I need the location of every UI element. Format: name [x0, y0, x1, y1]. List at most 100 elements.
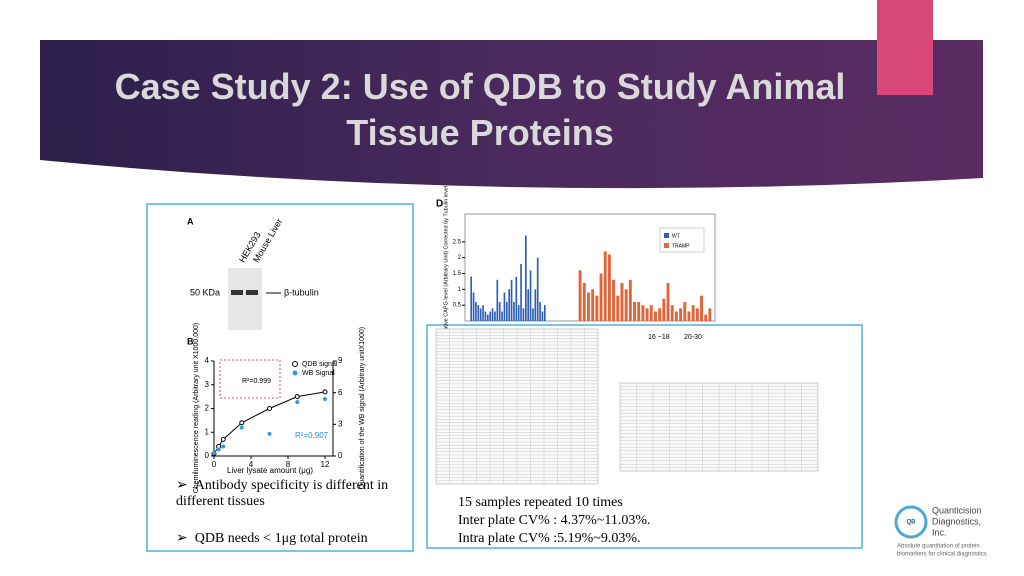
- y-tick-label: 0: [205, 451, 210, 460]
- bar: [704, 314, 708, 321]
- right-box: [426, 324, 863, 549]
- legend-marker: [292, 370, 298, 376]
- bar: [637, 302, 641, 321]
- x-axis-label: Liver lysate amount (μg): [227, 466, 313, 475]
- bar: [595, 295, 599, 321]
- bar: [470, 276, 473, 321]
- bar: [628, 279, 632, 321]
- y-tick-label: 1: [458, 287, 462, 293]
- qdb-point: [322, 389, 328, 395]
- panel-label: A: [187, 216, 194, 226]
- bar: [522, 308, 525, 321]
- bar: [517, 305, 520, 321]
- note: 15 samples repeated 10 times: [458, 495, 623, 510]
- bullet-text: QDB needs < 1μg total protein: [194, 531, 368, 546]
- wb-point: [323, 397, 327, 401]
- bar: [539, 302, 541, 321]
- legend-label: WB Signal: [302, 370, 335, 377]
- bar: [674, 311, 678, 321]
- blot-band: [246, 290, 258, 295]
- y-tick-label: 1.5: [453, 271, 462, 277]
- bar: [603, 251, 607, 321]
- bar: [683, 302, 687, 321]
- plot-frame: [464, 213, 716, 322]
- wb-point: [216, 447, 221, 452]
- logo-name: Inc.: [932, 527, 947, 537]
- r2-label: R²=0.999: [242, 378, 271, 385]
- age-label: 16 ~18: [648, 334, 670, 341]
- y-axis-label: Relative CAPG level (Arbitrary Unit) Cor…: [443, 186, 449, 338]
- bar: [484, 311, 487, 321]
- y2-tick-label: 6: [338, 388, 343, 397]
- wb-point: [239, 425, 244, 430]
- y-tick-label: 2: [205, 404, 210, 413]
- band-label: β-tubulin: [284, 287, 319, 297]
- bar: [520, 264, 522, 321]
- y-tick-label: 0.5: [453, 303, 462, 309]
- bar: [494, 311, 496, 321]
- bar: [527, 289, 530, 321]
- bar: [515, 276, 518, 321]
- blot: [228, 268, 262, 330]
- bar: [695, 308, 699, 321]
- logo-name: Diagnostics,: [932, 516, 981, 526]
- bar: [477, 305, 480, 321]
- r2-label: R²=0.907: [295, 431, 329, 440]
- bar: [591, 289, 595, 321]
- title-banner: [40, 40, 983, 189]
- left-box: [146, 203, 414, 552]
- age-label: 20-30: [684, 334, 702, 341]
- bar: [472, 292, 475, 321]
- bar: [536, 257, 539, 321]
- y-tick-label: 1: [205, 427, 210, 436]
- x-tick-label: 12: [321, 460, 330, 469]
- panel-label: B: [187, 336, 194, 346]
- qdb-point: [294, 394, 300, 400]
- bar: [616, 295, 620, 321]
- note: Inter plate CV% : 4.37%~11.03%.: [458, 513, 651, 528]
- blot-band: [231, 290, 243, 295]
- bar: [510, 279, 513, 321]
- bar: [700, 295, 703, 321]
- logo-icon: [894, 505, 928, 539]
- wb-point: [267, 431, 272, 436]
- legend-swatch: [664, 243, 669, 248]
- y-tick-label: 4: [205, 356, 210, 365]
- bar: [541, 311, 544, 321]
- legend-marker: [292, 361, 298, 367]
- y-tick-label: 2.5: [453, 239, 462, 245]
- bar: [599, 273, 603, 321]
- bar: [496, 279, 499, 321]
- x-tick-label: 0: [212, 460, 217, 469]
- bar: [524, 235, 527, 321]
- legend-swatch: [664, 233, 669, 238]
- bar: [543, 305, 546, 321]
- bar: [503, 292, 506, 321]
- bar: [491, 308, 494, 321]
- bar: [475, 302, 477, 321]
- wb-point: [221, 444, 226, 449]
- y2-tick-label: 3: [338, 419, 343, 428]
- qdb-point: [220, 436, 226, 442]
- bar: [486, 314, 489, 321]
- qdb-point: [239, 420, 245, 426]
- bar: [582, 283, 586, 321]
- marker-label: 50 KDa: [190, 287, 220, 297]
- bar: [479, 308, 482, 321]
- logo-tagline: Absolute quantitation of protein: [897, 544, 980, 550]
- bar: [687, 311, 691, 321]
- bar: [649, 305, 653, 321]
- qdb-line: [213, 391, 326, 454]
- wb-point: [295, 400, 300, 405]
- bar: [501, 311, 503, 321]
- logo-name: Quanticision: [932, 505, 982, 515]
- legend-label: QDB signal: [302, 361, 338, 368]
- bar: [607, 254, 611, 321]
- inset: [219, 359, 281, 399]
- bar: [532, 308, 534, 321]
- bar: [578, 270, 582, 321]
- y2-tick-label: 0: [338, 451, 343, 460]
- legend-label: TRAMP: [672, 243, 690, 249]
